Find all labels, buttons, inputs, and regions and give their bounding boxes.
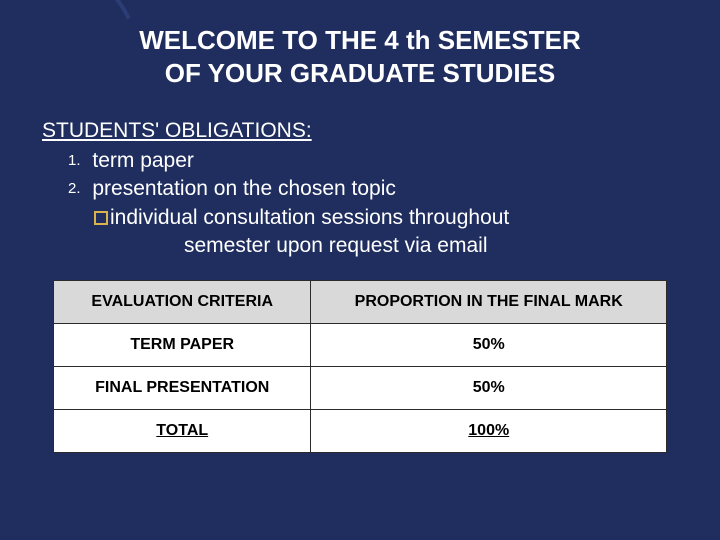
note-line-1: individual consultation sessions through…: [110, 206, 509, 229]
slide-title: WELCOME TO THE 4 th SEMESTER OF YOUR GRA…: [42, 24, 678, 105]
title-line-1: WELCOME TO THE 4 th SEMESTER: [139, 25, 581, 55]
list-item: 2. presentation on the chosen topic: [68, 175, 678, 203]
square-bullet-icon: [94, 211, 108, 225]
obligations-list: 1. term paper 2. presentation on the cho…: [42, 147, 678, 204]
cell-total-value: 100%: [311, 410, 667, 453]
cell-criteria: TERM PAPER: [54, 324, 311, 367]
title-line-2: OF YOUR GRADUATE STUDIES: [165, 58, 556, 88]
list-text-2: presentation on the chosen topic: [92, 177, 396, 200]
table-header-row: EVALUATION CRITERIA PROPORTION IN THE FI…: [54, 281, 667, 324]
table-row-total: TOTAL 100%: [54, 410, 667, 453]
cell-proportion: 50%: [311, 324, 667, 367]
table-header-proportion: PROPORTION IN THE FINAL MARK: [311, 281, 667, 324]
cell-proportion: 50%: [311, 367, 667, 410]
list-text-1: term paper: [92, 149, 194, 172]
slide-content: WELCOME TO THE 4 th SEMESTER OF YOUR GRA…: [0, 0, 720, 453]
cell-criteria: FINAL PRESENTATION: [54, 367, 311, 410]
list-number-2: 2.: [68, 180, 81, 197]
table-row: FINAL PRESENTATION 50%: [54, 367, 667, 410]
cell-total-label: TOTAL: [54, 410, 311, 453]
table-header-criteria: EVALUATION CRITERIA: [54, 281, 311, 324]
note-line-2: semester upon request via email: [94, 232, 678, 260]
section-heading: STUDENTS' OBLIGATIONS:: [42, 119, 678, 143]
list-item: 1. term paper: [68, 147, 678, 175]
list-number-1: 1.: [68, 152, 81, 169]
note-block: individual consultation sessions through…: [42, 204, 678, 261]
evaluation-table: EVALUATION CRITERIA PROPORTION IN THE FI…: [53, 280, 667, 453]
table-row: TERM PAPER 50%: [54, 324, 667, 367]
